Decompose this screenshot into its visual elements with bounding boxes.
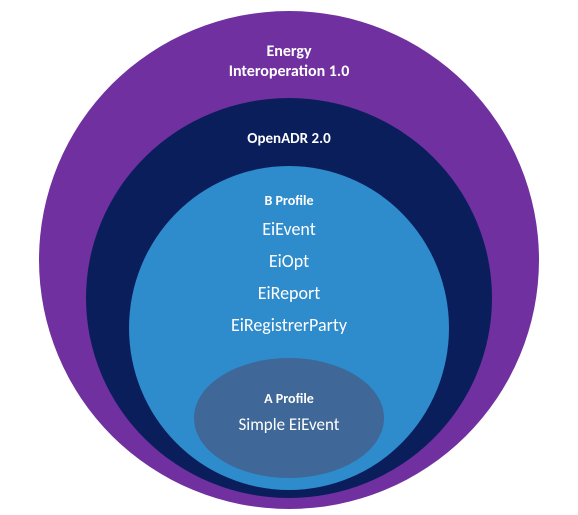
label-energy-line2: Interoperation 1.0	[0, 62, 578, 81]
label-a-simple: Simple EiEvent	[0, 414, 578, 435]
label-b-profile-title: B Profile	[0, 192, 578, 209]
label-energy-line1: Energy	[0, 42, 578, 61]
label-a-profile-title: A Profile	[0, 390, 578, 407]
label-b-eireport: EiReport	[0, 282, 578, 304]
label-b-eiopt: EiOpt	[0, 250, 578, 272]
venn-diagram: Energy Interoperation 1.0 OpenADR 2.0 B …	[0, 0, 578, 515]
label-openadr: OpenADR 2.0	[0, 130, 578, 148]
label-b-eireg: EiRegistrerParty	[0, 314, 578, 336]
label-b-eievent: EiEvent	[0, 218, 578, 240]
